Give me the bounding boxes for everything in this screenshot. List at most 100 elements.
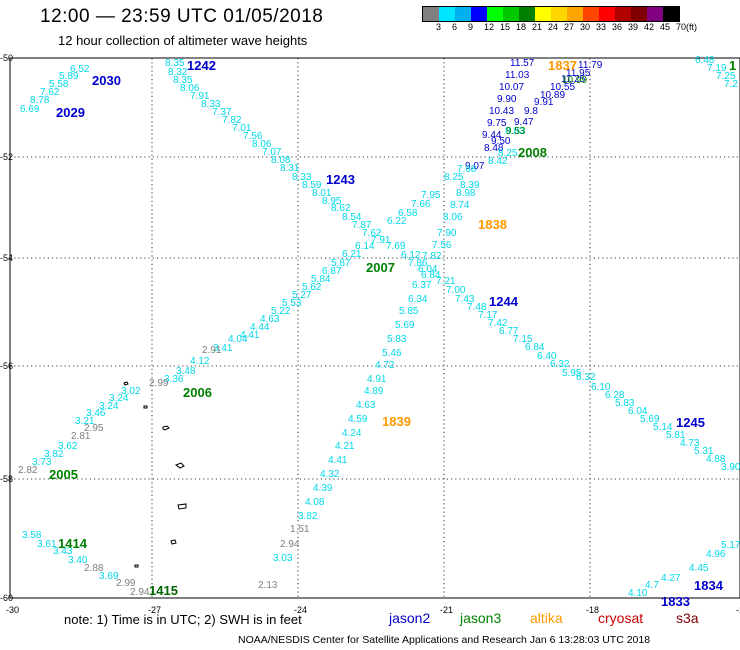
map-frame xyxy=(9,57,740,599)
wave-height-value: 7.56 xyxy=(243,131,263,142)
map-border xyxy=(9,57,740,599)
wave-height-value: 4.39 xyxy=(313,483,333,494)
units-note: note: 1) Time is in UTC; 2) SWH is in fe… xyxy=(64,612,302,627)
wave-height-value: 5.85 xyxy=(399,306,419,317)
wave-height-value: 8.78 xyxy=(30,95,50,106)
color-scale-swatch xyxy=(647,7,663,21)
wave-height-value: 6.14 xyxy=(355,241,375,252)
pass-id-label: 1243 xyxy=(326,172,355,187)
pass-id-label: 2007 xyxy=(366,260,395,275)
color-scale-label: 45 xyxy=(660,22,671,32)
wave-height-value: 9.90 xyxy=(497,94,517,105)
pass-id-label: 2030 xyxy=(92,73,121,88)
wave-height-value: 9.8 xyxy=(524,106,538,117)
wave-height-value: 7.07 xyxy=(262,147,282,158)
wave-height-value: 6.04 xyxy=(628,406,648,417)
longitude-label: -30 xyxy=(6,605,19,615)
wave-height-value: 5.87 xyxy=(331,258,351,269)
pass-id-label: 1415 xyxy=(149,583,178,598)
wave-height-value: 6.48 xyxy=(695,55,715,66)
pass-id-label: 1838 xyxy=(478,217,507,232)
color-scale-swatch xyxy=(599,7,615,21)
wave-height-value: 7.91 xyxy=(371,235,391,246)
wave-height-value: 7.2 xyxy=(724,79,738,90)
wave-height-value: 5.27 xyxy=(292,290,312,301)
wave-height-value: 7.69 xyxy=(386,241,406,252)
wave-height-value: 7.43 xyxy=(455,294,475,305)
color-scale-label: 27 xyxy=(564,22,575,32)
wave-height-value: 8.25 xyxy=(498,148,518,159)
mission-legend-item: cryosat xyxy=(598,610,644,626)
wave-height-value: 8.35 xyxy=(173,75,193,86)
wave-height-value: 2.91 xyxy=(202,345,222,356)
wave-height-value: 5.31 xyxy=(694,446,714,457)
pass-id-label: 1 xyxy=(729,58,736,73)
wave-height-value: 4.41 xyxy=(240,330,260,341)
wave-height-value: 11.57 xyxy=(510,58,535,69)
wave-height-value: 5.69 xyxy=(640,414,660,425)
wave-height-value: 7.82 xyxy=(422,251,442,262)
pass-id-label: 2005 xyxy=(49,467,78,482)
wave-height-value: 6.77 xyxy=(499,326,519,337)
wave-height-value: 4.72 xyxy=(375,360,395,371)
wave-height-value: 10.99 xyxy=(562,75,587,86)
wave-height-value: 3.48 xyxy=(176,366,196,377)
wave-height-value: 7.82 xyxy=(222,115,242,126)
wave-height-value: 3.40 xyxy=(68,555,88,566)
color-scale-swatch xyxy=(455,7,471,21)
wave-height-value: 7.56 xyxy=(432,240,452,251)
wave-height-value: 7.21 xyxy=(436,276,456,287)
wave-height-value: 7.90 xyxy=(437,228,457,239)
color-scale-swatch xyxy=(423,7,439,21)
wave-height-value: 2.88 xyxy=(84,563,104,574)
latitude-label: -50 xyxy=(0,53,13,63)
wave-height-value: 4.12 xyxy=(190,356,210,367)
wave-height-value: 3.82 xyxy=(298,511,318,522)
wave-height-value: 7.95 xyxy=(421,190,441,201)
wave-height-value: 7.87 xyxy=(352,220,372,231)
color-scale-label: 18 xyxy=(516,22,527,32)
wave-height-color-scale xyxy=(422,6,680,22)
color-scale-label: 15 xyxy=(500,22,511,32)
wave-height-value: 5.14 xyxy=(653,422,673,433)
color-scale-label: 9 xyxy=(468,22,474,32)
color-scale-swatch xyxy=(631,7,647,21)
wave-height-value: 8.08 xyxy=(271,155,291,166)
wave-height-value: 10.07 xyxy=(499,82,524,93)
latitude-label: -54 xyxy=(0,253,13,263)
wave-height-value: 5.69 xyxy=(395,320,415,331)
wave-height-value: 3.62 xyxy=(58,441,78,452)
wave-height-value: 4.45 xyxy=(689,563,709,574)
wave-height-value: 7.15 xyxy=(513,334,533,345)
pass-id-label: 2029 xyxy=(56,105,85,120)
wave-height-value: 9.91 xyxy=(534,97,554,108)
wave-height-value: 3.73 xyxy=(32,457,52,468)
wave-height-value: 4.73 xyxy=(680,438,700,449)
wave-height-value: 11.25 xyxy=(561,74,586,85)
wave-height-value: 6.84 xyxy=(525,342,545,353)
wave-height-value: 6.10 xyxy=(591,382,611,393)
wave-height-value: 8.95 xyxy=(322,196,342,207)
wave-height-value: 8.31 xyxy=(280,163,300,174)
island xyxy=(162,425,170,431)
wave-height-value: 2.82 xyxy=(18,465,38,476)
pass-id-label: 1244 xyxy=(489,294,519,309)
wave-height-value: 10.43 xyxy=(489,106,514,117)
island xyxy=(174,462,185,469)
color-scale-swatch xyxy=(519,7,535,21)
color-scale-label: 42 xyxy=(644,22,655,32)
wave-height-value: 3.03 xyxy=(273,553,293,564)
color-scale-swatch xyxy=(567,7,583,21)
color-scale-label: 12 xyxy=(484,22,495,32)
color-scale-label: 21 xyxy=(532,22,543,32)
wave-height-value: 9.50 xyxy=(491,136,511,147)
island xyxy=(143,405,148,409)
wave-height-value: 2.94 xyxy=(280,539,300,550)
wave-height-value: 2.81 xyxy=(71,431,91,442)
wave-height-value: 4.21 xyxy=(335,441,355,452)
wave-height-value: 2.94 xyxy=(130,587,150,598)
wave-height-value: 11.79 xyxy=(578,60,603,71)
wave-height-value: 6.58 xyxy=(398,208,418,219)
wave-height-value: 6.69 xyxy=(20,104,40,115)
